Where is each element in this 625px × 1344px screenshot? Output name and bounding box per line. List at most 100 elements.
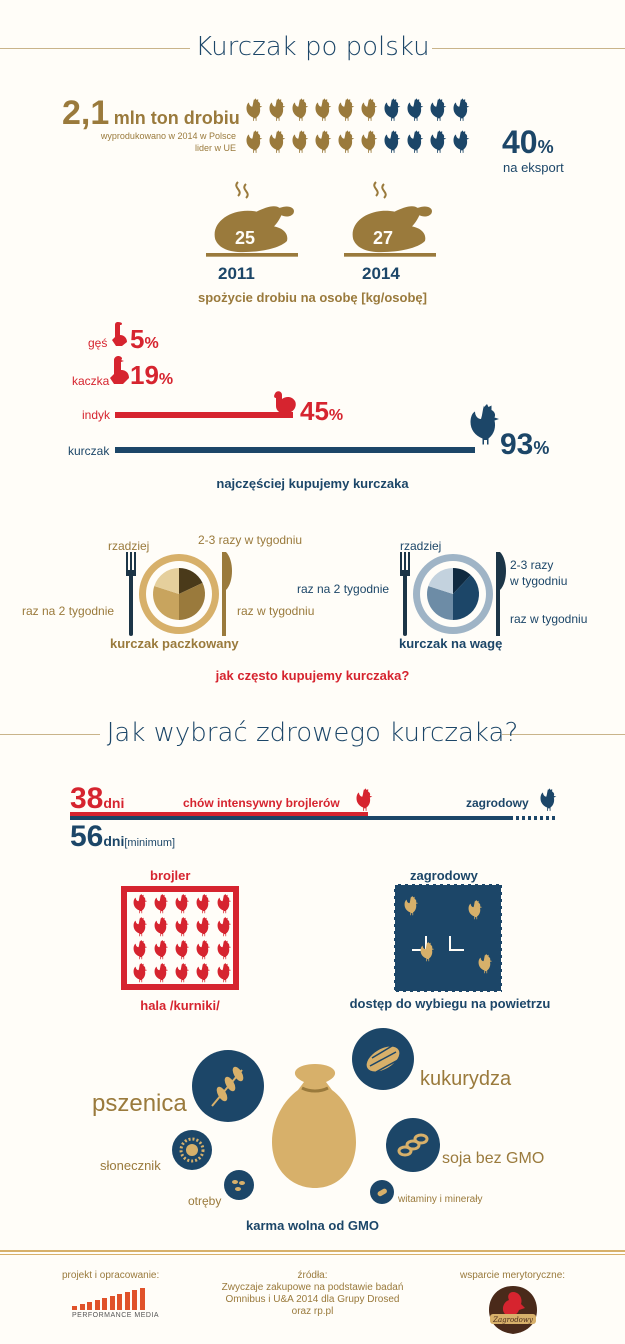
broiler-chicken-icon: [131, 894, 149, 914]
broiler-label: chów intensywny brojlerów: [183, 796, 340, 810]
chicken-icon: [428, 130, 448, 154]
packed-rzadziej: rzadziej: [108, 539, 150, 553]
chicken-icon: [244, 130, 264, 154]
feed-soja: soja bez GMO: [442, 1150, 545, 1167]
zagrodowy-logo-text: Zagrodowy: [492, 1316, 534, 1324]
pie-slice: [427, 585, 453, 620]
kurczak-value-number: 93: [500, 428, 534, 461]
kurczak-label: kurczak: [68, 444, 110, 458]
kurczak-value: 93%: [500, 428, 549, 462]
feed-caption: karma wolna od GMO: [246, 1218, 379, 1233]
footer-sources: źródła: Zwyczaje zakupowe na podstawie b…: [200, 1270, 425, 1318]
broiler-days-unit: dni: [103, 795, 125, 811]
chicken-icon: [359, 130, 379, 154]
kaczka-value: 19%: [130, 360, 173, 391]
corn-icon: [352, 1028, 414, 1090]
consumption-2011-year: 2011: [218, 264, 255, 283]
goose-icon: [112, 322, 127, 346]
free-range-days-unit: dni: [103, 833, 125, 849]
free-range-days-bar: [70, 816, 510, 820]
ges-value-pct: %: [144, 335, 159, 352]
logo-bar: [109, 1296, 115, 1310]
broiler-chicken-icon: [194, 894, 212, 914]
feed-slonecznik: słonecznik: [100, 1158, 161, 1173]
pie-slice: [179, 582, 205, 620]
packed-biweekly: raz na 2 tygodnie: [22, 604, 115, 618]
footer-support-label: wsparcie merytoryczne:: [460, 1270, 566, 1281]
kurczak-value-pct: %: [533, 438, 550, 458]
feed-otreby: otręby: [188, 1194, 222, 1208]
free-range-enclosure: [393, 883, 503, 993]
free-range-days-value: 56: [70, 820, 104, 853]
consumption-2011-value: 25: [234, 228, 256, 248]
free-range-days-dashed: [510, 816, 556, 820]
chicken-icon: [451, 98, 471, 122]
weighed-biweekly: raz na 2 tygodnie: [297, 582, 390, 596]
broiler-chicken-icon: [131, 940, 149, 960]
chicken-icon: [313, 98, 333, 122]
indyk-bar: [115, 412, 293, 418]
roast-chicken-2011-icon: [206, 180, 298, 260]
free-range-days: 56dni[minimum]: [70, 820, 175, 854]
section2-title: Jak wybrać zdrowego kurczaka?: [106, 718, 519, 748]
header-rule-right: [432, 48, 625, 49]
export-pct-value: 40: [502, 124, 538, 160]
chicken-icon: [267, 98, 287, 122]
free-range-caption: dostęp do wybiegu na powietrzu: [349, 996, 551, 1011]
pie-slice: [453, 568, 471, 594]
chicken-icon: [290, 130, 310, 154]
weighed-twice-week-2: w tygodniu: [510, 574, 568, 588]
kurczak-bar: [115, 447, 475, 453]
consumption-caption: spożycie drobiu na osobę [kg/osobę]: [198, 290, 427, 305]
logo-bar: [94, 1300, 100, 1310]
free-range-label: zagrodowy: [466, 796, 529, 810]
chicken-icon: [359, 98, 379, 122]
broiler-title: brojler: [150, 868, 191, 883]
performance-media-logo: [72, 1288, 150, 1310]
export-pct-sign: %: [537, 137, 554, 157]
packed-plate: [126, 552, 232, 636]
broiler-chicken-icon: [194, 917, 212, 937]
indyk-value-pct: %: [328, 407, 344, 424]
broiler-chicken-icon: [215, 917, 233, 937]
production-sub: wyprodukowano w 2014 w Polsce lider w UE: [86, 130, 236, 154]
production-amount: 2,1: [62, 94, 110, 132]
broiler-chicken-icon: [173, 894, 191, 914]
ges-value-number: 5: [130, 324, 145, 354]
chicken-icon: [244, 98, 264, 122]
knife-icon: [222, 552, 232, 636]
logo-bar: [72, 1306, 77, 1310]
pie-slice: [179, 568, 203, 594]
knife-icon: [496, 552, 506, 636]
feed-witaminy: witaminy i minerały: [398, 1194, 483, 1205]
broiler-chicken-icon: [194, 940, 212, 960]
broiler-chicken-icon: [131, 963, 149, 983]
footer-sources-label: źródła:: [297, 1270, 328, 1281]
broiler-chicken-icon: [215, 894, 233, 914]
free-range-days-minimum: [minimum]: [124, 837, 176, 849]
logo-bar: [87, 1302, 92, 1310]
ges-label: gęś: [88, 336, 108, 350]
chicken-icon: [313, 130, 333, 154]
weighed-rzadziej: rzadziej: [400, 539, 442, 553]
broiler-days: 38dni: [70, 782, 124, 816]
kaczka-label: kaczka: [72, 374, 110, 388]
indyk-value: 45%: [300, 396, 343, 427]
footer-sources-2: Omnibus i U&A 2014 dla Grupy Drosed: [225, 1294, 400, 1305]
weighed-label: kurczak na wagę: [399, 636, 503, 651]
production-sub1: wyprodukowano w 2014 w Polsce: [100, 131, 236, 141]
weighed-plate: [400, 552, 506, 636]
footer-rule: [0, 1250, 625, 1252]
logo-bar: [117, 1294, 122, 1310]
consumption-2014-year: 2014: [362, 264, 400, 283]
section2-rule-left: [0, 734, 100, 735]
broiler-chicken-icon: [194, 963, 212, 983]
indyk-label: indyk: [82, 408, 111, 422]
logo-bar: [102, 1298, 107, 1310]
broiler-chicken-icon: [131, 917, 149, 937]
broiler-chicken-icon: [152, 917, 170, 937]
packed-label: kurczak paczkowany: [110, 636, 239, 651]
feed-kukurydza: kukurydza: [420, 1068, 512, 1090]
section2-rule-right: [502, 734, 625, 735]
export-label: na eksport: [503, 160, 564, 175]
